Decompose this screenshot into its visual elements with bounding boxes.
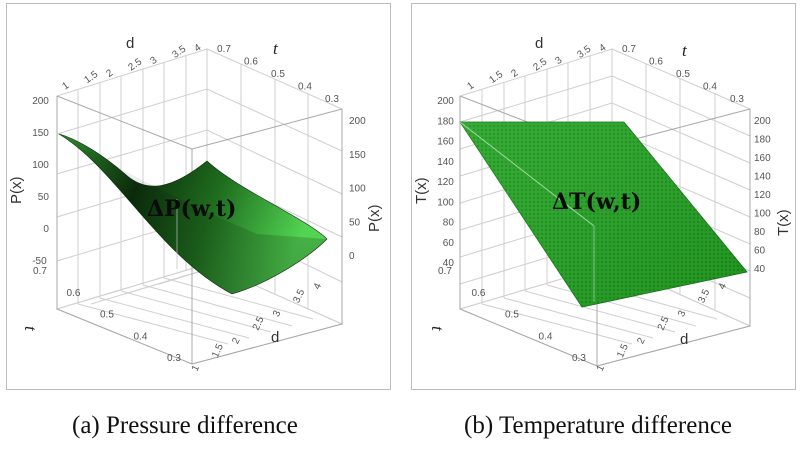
d-tick-bottom: 1.5 <box>210 342 226 360</box>
t-tick-top: 0.4 <box>298 82 312 93</box>
temperature-t-label-bottom: t <box>428 326 447 332</box>
z-tick-left: 200 <box>437 96 454 107</box>
t-tick-top: 0.7 <box>217 44 231 55</box>
pressure-d-label-top: d <box>126 35 134 52</box>
z-tick-left: 50 <box>38 192 50 203</box>
d-tick-bottom: 2 <box>635 336 648 346</box>
t-tick-bottom: 0.3 <box>167 353 181 364</box>
pressure-zlabel-left: P(x) <box>8 177 25 205</box>
t-tick-top: 0.3 <box>325 94 339 105</box>
t-tick-bottom: 0.5 <box>100 310 114 321</box>
d-tick-top: 2 <box>509 67 520 79</box>
t-tick-bottom: 0.4 <box>539 331 553 342</box>
t-tick-top: 0.5 <box>271 69 285 80</box>
pressure-formula: ΔP(w,t) <box>147 196 236 222</box>
d-tick-top: 3 <box>148 55 159 67</box>
d-tick-bottom: 3 <box>676 309 689 319</box>
z-tick-left: 80 <box>443 218 455 229</box>
t-tick-bottom: 0.7 <box>33 266 47 277</box>
z-tick-right: 140 <box>754 172 771 183</box>
d-tick-bottom: 4 <box>717 281 730 291</box>
z-tick-left: 0 <box>43 224 49 235</box>
d-tick-bottom: 1 <box>595 363 608 373</box>
z-tick-right: 180 <box>754 135 771 146</box>
t-tick-top: 0.6 <box>649 57 663 68</box>
z-tick-right: 200 <box>349 116 366 127</box>
caption-temperature: (b) Temperature difference <box>464 412 733 439</box>
temperature-formula: ΔT(w,t) <box>552 189 641 215</box>
z-tick-left: 60 <box>443 238 455 249</box>
z-tick-right: 200 <box>754 116 771 127</box>
z-tick-left: 40 <box>443 258 455 269</box>
pressure-t-label-bottom: t <box>21 326 40 332</box>
z-tick-left: 100 <box>437 197 454 208</box>
t-tick-bottom: 0.6 <box>67 288 81 299</box>
t-tick-top: 0.4 <box>703 82 717 93</box>
t-tick-top: 0.3 <box>730 94 744 105</box>
temperature-d-label-top: d <box>535 35 543 52</box>
z-tick-right: 0 <box>349 251 355 262</box>
d-tick-bottom: 3.5 <box>291 287 307 305</box>
pressure-zlabel-right: P(x) <box>366 205 383 233</box>
t-tick-bottom: 0.5 <box>505 310 519 321</box>
d-tick-bottom: 1.5 <box>615 342 631 360</box>
d-tick-bottom: 3 <box>271 309 284 319</box>
t-tick-bottom: 0.6 <box>472 288 486 299</box>
z-tick-left: 140 <box>437 157 454 168</box>
z-tick-left: 120 <box>437 177 454 188</box>
d-tick-top: 3.5 <box>575 44 593 61</box>
t-tick-bottom: 0.4 <box>134 331 148 342</box>
pressure-d-label-bottom: d <box>271 329 279 346</box>
z-tick-right: 80 <box>754 227 766 238</box>
d-tick-top: 4 <box>597 42 608 54</box>
t-tick-bottom: 0.3 <box>572 353 586 364</box>
d-tick-bottom: 4 <box>312 281 325 291</box>
d-tick-top: 1.5 <box>487 69 505 86</box>
z-tick-left: 200 <box>32 96 49 107</box>
temperature-zlabel-left: T(x) <box>413 177 430 204</box>
d-tick-top: 3 <box>553 55 564 67</box>
d-tick-bottom: 1 <box>190 363 203 373</box>
t-tick-top: 0.5 <box>676 69 690 80</box>
d-tick-bottom: 3.5 <box>696 287 712 305</box>
z-tick-right: 100 <box>349 184 366 195</box>
pressure-tick-labels: 11.5 22.5 33.5 4 0.70.60.50.40.3200150100500… <box>32 42 366 373</box>
t-tick-top: 0.6 <box>244 57 258 68</box>
d-tick-bottom: 2.5 <box>251 315 267 333</box>
z-tick-right: 50 <box>349 217 361 228</box>
z-tick-left: -50 <box>32 256 47 267</box>
d-tick-bottom: 2 <box>230 336 243 346</box>
z-tick-right: 60 <box>754 246 766 257</box>
z-tick-left: 100 <box>32 160 49 171</box>
pressure-t-label-top: t <box>273 39 279 58</box>
d-tick-top: 1 <box>465 80 476 92</box>
pressure-surface-plot: 1 1.5 2 2.5 3 3.5 4 0.7 0.6 0.5 0.4 0.3 200 150 100 50 0… <box>6 3 391 390</box>
t-tick-top: 0.7 <box>622 44 636 55</box>
caption-pressure: (a) Pressure difference <box>72 412 298 439</box>
pressure-surface-svg: 11.5 22.5 33.5 4 0.70.60.50.40.3200150100500… <box>8 35 383 373</box>
t-tick-bottom: 0.7 <box>438 266 452 277</box>
d-tick-top: 4 <box>192 42 203 54</box>
z-tick-right: 40 <box>754 264 766 275</box>
temperature-t-label-top: t <box>682 41 688 60</box>
d-tick-top: 2.5 <box>126 56 144 73</box>
z-tick-left: 180 <box>437 116 454 127</box>
d-tick-bottom: 2.5 <box>656 315 672 333</box>
d-tick-top: 2 <box>104 67 115 79</box>
temperature-surface-svg: 11.5 22.5 33.5 4 0.70.60.50.40.3200180160140… <box>413 35 792 373</box>
z-tick-right: 160 <box>754 153 771 164</box>
z-tick-right: 150 <box>349 150 366 161</box>
z-tick-left: 150 <box>32 128 49 139</box>
temperature-zlabel-right: T(x) <box>775 209 792 236</box>
z-tick-right: 100 <box>754 209 771 220</box>
z-tick-left: 160 <box>437 137 454 148</box>
z-tick-right: 120 <box>754 190 771 201</box>
d-tick-top: 1 <box>60 80 71 92</box>
temperature-d-label-bottom: d <box>680 331 688 348</box>
temperature-surface-plot: 1 1.5 2 2.5 3 3.5 4 0.7 0.6 0.5 0.4 0.3 200 180 160 140… <box>411 3 796 390</box>
